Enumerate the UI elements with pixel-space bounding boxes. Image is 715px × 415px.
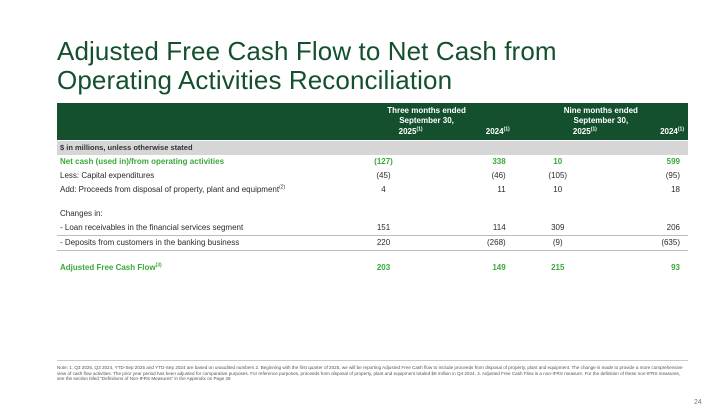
units-label: $ in millions, unless otherwise stated bbox=[57, 140, 688, 155]
cell-value: 309 bbox=[551, 223, 565, 232]
cell-value: 151 bbox=[376, 223, 391, 232]
table-row-changes-in: Changes in: bbox=[57, 207, 688, 221]
cell-value: (127) bbox=[374, 157, 393, 166]
table-row-loan-receivables: - Loan receivables in the financial serv… bbox=[57, 221, 688, 236]
cell-value: 93 bbox=[671, 263, 680, 272]
row-label: Less: Capital expenditures bbox=[60, 171, 155, 180]
cell-value: (45) bbox=[376, 171, 391, 180]
cell-value: 203 bbox=[376, 263, 391, 272]
table-row-proceeds: Add: Proceeds from disposal of property,… bbox=[57, 183, 688, 197]
year-header-row: 2025(1) 2024(1) 2025(1) 2024(1) bbox=[57, 126, 688, 141]
cell-value: 149 bbox=[492, 263, 506, 272]
row-label: - Loan receivables in the financial serv… bbox=[60, 223, 244, 232]
cell-value: 338 bbox=[492, 157, 506, 166]
cell-value: 10 bbox=[553, 157, 563, 166]
page-number: 24 bbox=[694, 399, 702, 406]
header-blank-cell bbox=[57, 103, 340, 126]
header-three-months: Three months ended September 30, bbox=[339, 103, 513, 126]
year-header-blank bbox=[57, 126, 340, 141]
page-title-line-1: Adjusted Free Cash Flow to Net Cash from bbox=[57, 36, 557, 66]
spacer-row bbox=[57, 197, 688, 207]
header-three-months-line-2: September 30, bbox=[399, 116, 454, 125]
page-title: Adjusted Free Cash Flow to Net Cash from… bbox=[57, 37, 677, 95]
row-label-wrap: Adjusted Free Cash Flow(3) bbox=[57, 261, 339, 275]
cell-value: 599 bbox=[666, 157, 680, 166]
row-label: Add: Proceeds from disposal of property,… bbox=[60, 185, 280, 194]
cell-value: (9) bbox=[513, 235, 601, 251]
row-label: Adjusted Free Cash Flow bbox=[60, 263, 156, 272]
spacer-row bbox=[57, 250, 688, 261]
year-header-ytd-2024: 2024(1) bbox=[660, 126, 684, 136]
units-row: $ in millions, unless otherwise stated bbox=[57, 140, 688, 155]
header-nine-months-line-1: Nine months ended bbox=[563, 106, 638, 115]
table-row-deposits: - Deposits from customers in the banking… bbox=[57, 235, 688, 251]
year-header-q3-2024: 2024(1) bbox=[485, 126, 510, 136]
cell-value: (95) bbox=[665, 171, 680, 180]
cell-value: 206 bbox=[666, 223, 680, 232]
cell-value: 220 bbox=[339, 235, 427, 251]
page-title-line-2: Operating Activities Reconciliation bbox=[57, 65, 453, 95]
header-three-months-line-1: Three months ended bbox=[387, 106, 466, 115]
cell-value: (46) bbox=[491, 171, 506, 180]
cell-value: 11 bbox=[497, 185, 506, 194]
cell-value: (105) bbox=[548, 171, 568, 180]
footnote-text: Note: 1. Q3 2025, Q3 2024, YTD-Sep 2025 … bbox=[57, 365, 683, 382]
cell-value: 215 bbox=[551, 263, 565, 272]
table-row-capex: Less: Capital expenditures (45) (46) (10… bbox=[57, 169, 688, 183]
cell-value: 114 bbox=[492, 223, 506, 232]
cell-value: (268) bbox=[426, 235, 514, 251]
row-label-wrap: Add: Proceeds from disposal of property,… bbox=[57, 183, 339, 197]
row-label: - Deposits from customers in the banking… bbox=[57, 235, 340, 251]
cell-value: (635) bbox=[600, 235, 688, 251]
cell-value: 18 bbox=[671, 185, 680, 194]
cell-value: 4 bbox=[381, 185, 386, 194]
year-header-ytd-2025: 2025(1) bbox=[572, 126, 597, 136]
row-label: Net cash (used in)/from operating activi… bbox=[60, 157, 225, 166]
cell-value: 10 bbox=[553, 185, 563, 194]
group-header-row: Three months ended September 30, Nine mo… bbox=[57, 103, 688, 126]
header-nine-months: Nine months ended September 30, bbox=[514, 103, 688, 126]
year-header-q3-2025: 2025(1) bbox=[398, 126, 423, 136]
table-row-net-cash: Net cash (used in)/from operating activi… bbox=[57, 155, 688, 169]
table-row-adjusted-fcf: Adjusted Free Cash Flow(3) 203 149 215 9… bbox=[57, 261, 688, 275]
reconciliation-table: Three months ended September 30, Nine mo… bbox=[57, 103, 688, 275]
footnote-divider bbox=[57, 360, 688, 361]
header-nine-months-line-2: September 30, bbox=[573, 116, 629, 125]
row-footnote-marker: (2) bbox=[279, 184, 286, 191]
row-footnote-marker: (3) bbox=[155, 262, 162, 269]
row-label: Changes in: bbox=[60, 209, 103, 218]
